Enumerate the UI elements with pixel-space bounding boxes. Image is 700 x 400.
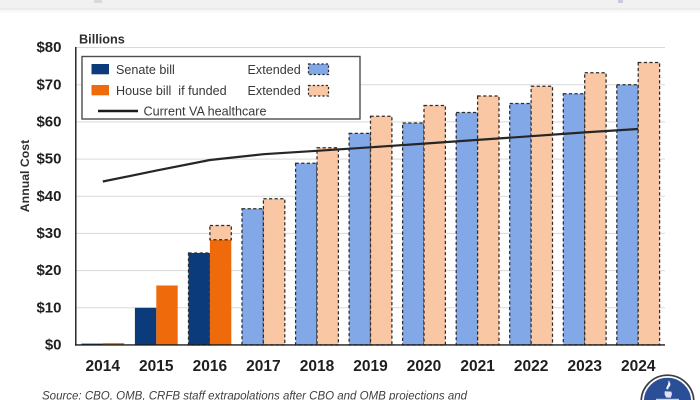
svg-text:$30: $30 [36, 225, 61, 242]
svg-text:$70: $70 [36, 76, 61, 93]
svg-text:Senate bill: Senate bill [116, 63, 175, 77]
svg-text:2016: 2016 [193, 358, 228, 375]
svg-text:$10: $10 [36, 299, 61, 316]
svg-text:House bill if funded: House bill if funded [116, 84, 227, 98]
svg-text:2017: 2017 [246, 358, 280, 375]
svg-text:2023: 2023 [567, 358, 602, 375]
svg-text:$20: $20 [36, 262, 61, 279]
svg-text:2018: 2018 [300, 358, 335, 375]
svg-text:2019: 2019 [353, 358, 388, 375]
svg-text:$60: $60 [36, 114, 61, 131]
svg-text:Current VA healthcare: Current VA healthcare [144, 104, 267, 118]
svg-text:2022: 2022 [514, 358, 548, 375]
svg-text:$50: $50 [36, 151, 61, 168]
svg-text:2020: 2020 [407, 358, 441, 375]
svg-text:2021: 2021 [460, 358, 495, 375]
svg-text:$80: $80 [36, 39, 61, 56]
svg-text:2015: 2015 [139, 358, 174, 375]
svg-text:$40: $40 [36, 188, 61, 205]
svg-text:2024: 2024 [621, 358, 656, 375]
svg-text:2014: 2014 [86, 358, 121, 375]
svg-text:Source: CBO, OMB, CRFB staff e: Source: CBO, OMB, CRFB staff extrapolati… [42, 391, 468, 400]
svg-text:$0: $0 [45, 337, 62, 354]
svg-text:Extended: Extended [248, 63, 301, 77]
svg-text:Extended: Extended [248, 84, 301, 98]
svg-text:Annual Cost: Annual Cost [18, 140, 32, 212]
svg-text:Billions: Billions [79, 33, 125, 47]
